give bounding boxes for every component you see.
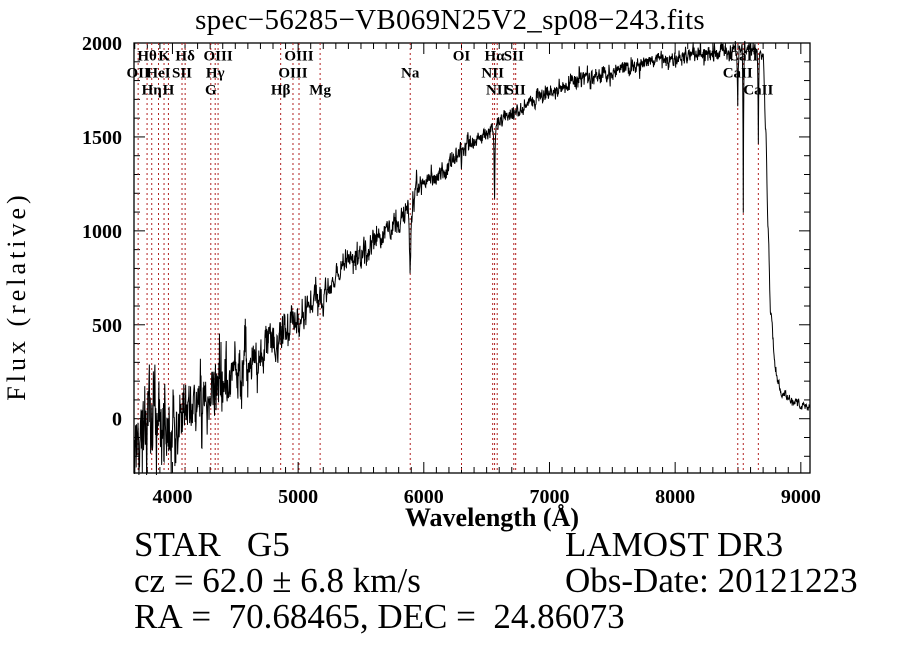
- svg-text:0: 0: [112, 409, 122, 431]
- svg-text:K: K: [158, 49, 170, 65]
- svg-text:NII: NII: [481, 66, 504, 82]
- svg-text:Hγ: Hγ: [206, 66, 225, 82]
- svg-text:SII: SII: [506, 83, 526, 99]
- svg-text:HeI: HeI: [146, 66, 170, 82]
- svg-text:500: 500: [92, 315, 122, 337]
- svg-text:CaII: CaII: [723, 66, 753, 82]
- svg-text:Hδ: Hδ: [175, 49, 195, 65]
- svg-text:Hη: Hη: [142, 83, 162, 99]
- svg-text:CaII: CaII: [728, 49, 758, 65]
- svg-text:OIII: OIII: [278, 66, 307, 82]
- svg-text:1000: 1000: [82, 221, 122, 243]
- svg-text:2000: 2000: [82, 33, 122, 55]
- svg-text:Na: Na: [401, 66, 420, 82]
- svg-text:Hθ: Hθ: [137, 49, 157, 65]
- svg-text:OIII: OIII: [284, 49, 313, 65]
- svg-text:1500: 1500: [82, 127, 122, 149]
- svg-text:Mg: Mg: [309, 83, 331, 99]
- svg-text:G: G: [205, 83, 217, 99]
- svg-text:SII: SII: [172, 66, 192, 82]
- svg-text:Hα: Hα: [485, 49, 506, 65]
- svg-text:Hβ: Hβ: [271, 83, 291, 99]
- svg-text:CaII: CaII: [743, 83, 773, 99]
- svg-text:H: H: [163, 83, 175, 99]
- svg-text:OI: OI: [453, 49, 471, 65]
- svg-text:OIII: OIII: [203, 49, 232, 65]
- svg-text:SII: SII: [504, 49, 524, 65]
